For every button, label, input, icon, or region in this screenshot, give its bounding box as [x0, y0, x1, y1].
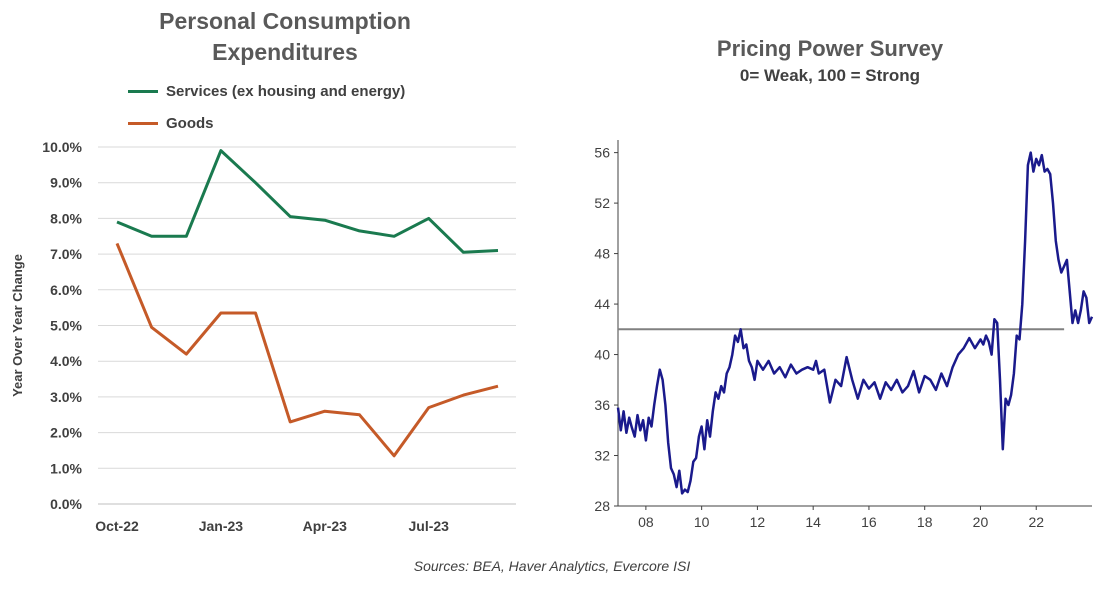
- pce-title-line-1: Personal Consumption: [159, 8, 411, 34]
- goods-series-line: [115, 242, 499, 458]
- pps-y-tick-label: 56: [594, 145, 610, 161]
- pps-y-tick-label: 40: [594, 347, 610, 363]
- pps-x-tick-label: 12: [750, 514, 766, 530]
- pps-x-tick-label: 16: [861, 514, 877, 530]
- pce-y-tick-label: 4.0%: [50, 353, 82, 369]
- pce-y-axis-label: Year Over Year Change: [10, 254, 25, 397]
- pce-y-tick-label: 7.0%: [50, 246, 82, 262]
- legend-label-services: Services (ex housing and energy): [166, 82, 406, 100]
- pce-y-tick-label: 2.0%: [50, 425, 82, 441]
- pps-y-tick-label: 32: [594, 448, 610, 464]
- legend-label-goods: Goods: [166, 114, 214, 132]
- pce-chart-title: Personal Consumption Expenditures: [100, 6, 470, 68]
- pce-y-tick-label: 1.0%: [50, 460, 82, 476]
- pce-y-tick-label: 9.0%: [50, 175, 82, 191]
- pps-y-tick-label: 52: [594, 195, 610, 211]
- pps-x-tick-label: 10: [694, 514, 710, 530]
- pps-x-tick-label: 08: [638, 514, 654, 530]
- pps-y-tick-label: 28: [594, 498, 610, 514]
- legend-swatch-goods: [128, 121, 158, 125]
- services-series-line: [116, 149, 499, 254]
- pce-x-tick-label: Jan-23: [199, 518, 244, 534]
- pce-x-tick-label: Oct-22: [95, 518, 139, 534]
- pce-y-tick-label: 10.0%: [42, 139, 82, 155]
- pce-x-tick-label: Apr-23: [303, 518, 348, 534]
- pps-chart-title: Pricing Power Survey: [716, 36, 944, 61]
- pce-y-tick-label: 8.0%: [50, 210, 82, 226]
- legend-item-services: Services (ex housing and energy): [128, 81, 405, 101]
- pricing-power-series-line: [616, 151, 1094, 495]
- legend-swatch-services: [128, 89, 158, 93]
- pce-title-line-2: Expenditures: [212, 39, 358, 65]
- legend-item-goods: Goods: [128, 113, 214, 133]
- pce-x-tick-label: Jul-23: [408, 518, 449, 534]
- pps-x-tick-label: 14: [805, 514, 821, 530]
- pce-y-tick-label: 6.0%: [50, 282, 82, 298]
- pps-x-tick-label: 22: [1028, 514, 1044, 530]
- pps-x-tick-label: 20: [973, 514, 989, 530]
- pps-y-tick-label: 48: [594, 246, 610, 262]
- source-note: Sources: BEA, Haver Analytics, Evercore …: [413, 558, 691, 574]
- pce-y-tick-label: 0.0%: [50, 496, 82, 512]
- pps-chart-subtitle: 0= Weak, 100 = Strong: [739, 66, 921, 85]
- pps-y-tick-label: 36: [594, 397, 610, 413]
- pce-y-tick-label: 3.0%: [50, 389, 82, 405]
- pps-y-tick-label: 44: [594, 296, 610, 312]
- pps-x-tick-label: 18: [917, 514, 933, 530]
- pce-y-tick-label: 5.0%: [50, 318, 82, 334]
